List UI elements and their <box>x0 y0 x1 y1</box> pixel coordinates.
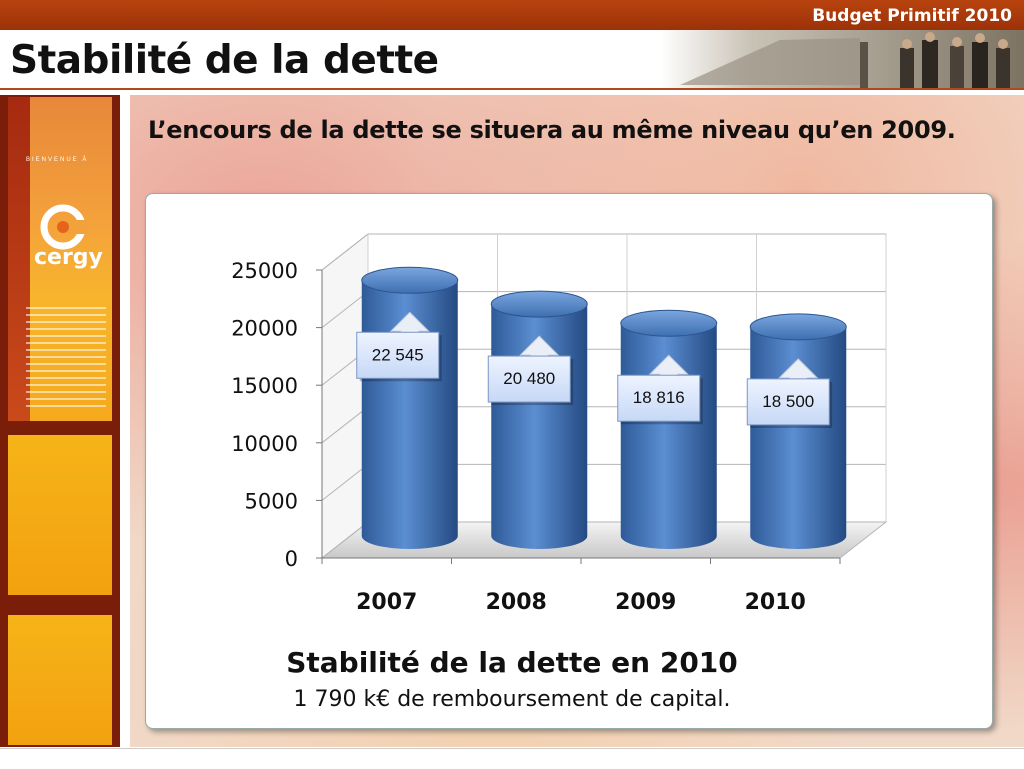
bar-2007 <box>361 266 459 549</box>
x-tick-label: 2009 <box>615 590 676 615</box>
data-label: 18 500 <box>762 392 814 411</box>
data-label: 18 816 <box>633 388 685 407</box>
brand-text: Budget Primitif 2010 <box>812 6 1012 26</box>
y-tick-label: 10000 <box>231 432 298 456</box>
data-label-box <box>356 331 440 379</box>
gridline <box>321 464 369 501</box>
gridline <box>321 291 369 328</box>
y-tick-label: 25000 <box>231 259 298 283</box>
data-label-box <box>746 378 830 426</box>
header-photo <box>660 30 1024 88</box>
sidebar-block <box>8 615 112 745</box>
gridline <box>321 406 369 444</box>
bar-2010 <box>749 313 847 549</box>
data-label-box <box>487 355 571 403</box>
welcome-text: BIENVENUE À <box>26 157 89 163</box>
y-tick-label: 5000 <box>245 489 298 513</box>
chart-side-wall <box>321 232 369 560</box>
logo-text: cergy <box>34 245 103 270</box>
sidebar: BIENVENUE À cergy <box>0 95 120 747</box>
gridline <box>321 521 369 559</box>
header-bar: Budget Primitif 2010 <box>0 0 1024 30</box>
data-label: 20 480 <box>503 369 555 388</box>
data-label-box <box>617 374 701 422</box>
sidebar-block <box>8 435 112 595</box>
slide-subtitle: L’encours de la dette se situera au même… <box>148 116 956 144</box>
bar-2008 <box>490 290 588 549</box>
bottom-strip <box>0 748 1024 769</box>
y-tick-label: 0 <box>285 547 298 571</box>
welcome-card-band <box>8 97 30 421</box>
x-tick-label: 2008 <box>486 590 547 615</box>
bar-top <box>749 313 847 341</box>
cergy-logo-icon <box>40 204 88 250</box>
header-rule <box>0 88 1024 90</box>
bar-top <box>490 290 588 318</box>
page-title: Stabilité de la dette <box>10 38 439 83</box>
y-tick-label: 15000 <box>231 374 298 398</box>
y-tick-label: 20000 <box>231 317 298 341</box>
bar-top <box>620 309 718 337</box>
caption-subtitle: 1 790 k€ de remboursement de capital. <box>293 687 731 712</box>
x-tick-label: 2010 <box>745 590 806 615</box>
bar-2009 <box>620 309 718 549</box>
bar-top <box>361 266 459 294</box>
x-tick-label: 2007 <box>356 590 417 615</box>
gridline <box>321 233 369 271</box>
caption-title: Stabilité de la dette en 2010 <box>286 646 738 679</box>
welcome-card: BIENVENUE À cergy <box>8 97 112 421</box>
welcome-body-text <box>26 307 106 412</box>
data-label: 22 545 <box>372 345 424 364</box>
